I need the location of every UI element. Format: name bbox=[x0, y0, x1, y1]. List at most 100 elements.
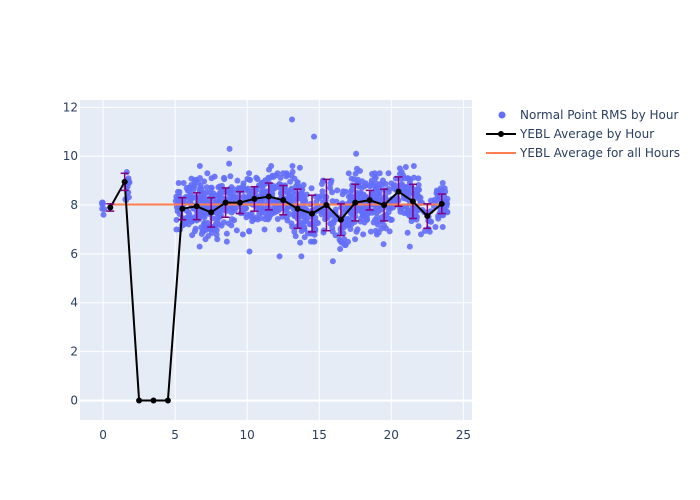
data-point bbox=[406, 243, 413, 250]
average-marker bbox=[251, 195, 258, 202]
data-point bbox=[367, 182, 374, 189]
y-tick-label: 12 bbox=[63, 100, 78, 114]
data-point bbox=[345, 170, 352, 177]
data-point bbox=[253, 174, 260, 181]
average-marker bbox=[337, 216, 344, 223]
data-point bbox=[296, 164, 303, 171]
data-point bbox=[376, 170, 383, 177]
data-point bbox=[241, 204, 248, 211]
legend-item-average[interactable]: YEBL Average by Hour bbox=[486, 127, 654, 141]
data-point bbox=[361, 207, 368, 214]
data-point bbox=[347, 188, 354, 195]
data-point bbox=[289, 168, 296, 175]
data-point bbox=[381, 187, 388, 194]
data-point bbox=[444, 195, 451, 202]
average-marker bbox=[222, 199, 229, 206]
data-point bbox=[415, 223, 422, 230]
average-marker bbox=[179, 205, 186, 212]
data-point bbox=[274, 170, 281, 177]
data-point bbox=[340, 188, 347, 195]
data-point bbox=[291, 228, 298, 235]
data-point bbox=[312, 226, 319, 233]
data-point bbox=[230, 186, 237, 193]
data-point bbox=[352, 236, 359, 243]
average-markers bbox=[107, 178, 445, 404]
data-point bbox=[233, 227, 240, 234]
data-point bbox=[211, 173, 218, 180]
average-marker bbox=[409, 198, 416, 205]
x-tick-label: 15 bbox=[312, 428, 327, 442]
average-marker bbox=[208, 209, 215, 216]
data-point bbox=[125, 194, 132, 201]
data-point bbox=[233, 204, 240, 211]
y-tick-label: 10 bbox=[63, 149, 78, 163]
data-point bbox=[201, 210, 208, 217]
data-point bbox=[302, 215, 309, 222]
data-point bbox=[385, 170, 392, 177]
data-point bbox=[360, 191, 367, 198]
data-point bbox=[397, 205, 404, 212]
y-axis-ticks: 0 2 4 6 8 10 12 bbox=[63, 100, 78, 407]
x-tick-label: 0 bbox=[99, 428, 107, 442]
data-point bbox=[231, 196, 238, 203]
data-point bbox=[221, 176, 228, 183]
data-point bbox=[297, 239, 304, 246]
data-point bbox=[172, 198, 179, 205]
data-point bbox=[327, 184, 334, 191]
y-tick-label: 4 bbox=[70, 296, 78, 310]
data-point bbox=[265, 216, 272, 223]
average-marker bbox=[193, 203, 200, 210]
data-point bbox=[367, 228, 374, 235]
data-point bbox=[296, 219, 303, 226]
data-point bbox=[374, 214, 381, 221]
data-point bbox=[248, 213, 255, 220]
average-marker bbox=[381, 202, 388, 209]
data-point bbox=[291, 175, 298, 182]
data-point bbox=[403, 185, 410, 192]
data-point bbox=[283, 170, 290, 177]
data-point bbox=[364, 216, 371, 223]
data-point bbox=[415, 175, 422, 182]
data-point bbox=[353, 150, 360, 157]
legend-item-points[interactable]: Normal Point RMS by Hour bbox=[498, 108, 679, 122]
data-point bbox=[354, 176, 361, 183]
data-point bbox=[405, 208, 412, 215]
data-point bbox=[311, 231, 318, 238]
data-point bbox=[268, 197, 275, 204]
average-marker bbox=[309, 210, 316, 217]
average-marker bbox=[395, 188, 402, 195]
average-marker bbox=[107, 204, 114, 211]
data-point bbox=[380, 241, 387, 248]
data-point bbox=[274, 216, 281, 223]
data-point bbox=[407, 176, 414, 183]
data-point bbox=[266, 166, 273, 173]
data-point bbox=[426, 228, 433, 235]
data-point bbox=[362, 180, 369, 187]
data-point bbox=[99, 201, 106, 208]
data-point bbox=[439, 180, 446, 187]
data-point bbox=[348, 175, 355, 182]
data-point bbox=[338, 239, 345, 246]
data-point bbox=[337, 246, 344, 253]
data-point bbox=[126, 179, 133, 186]
legend-label-overall: YEBL Average for all Hours bbox=[519, 146, 680, 160]
legend-label-points: Normal Point RMS by Hour bbox=[520, 108, 678, 122]
x-tick-label: 10 bbox=[240, 428, 255, 442]
data-point bbox=[404, 229, 411, 236]
data-point bbox=[260, 189, 267, 196]
data-point bbox=[349, 182, 356, 189]
data-point bbox=[435, 196, 442, 203]
data-point bbox=[402, 164, 409, 171]
data-point bbox=[313, 198, 320, 205]
data-point bbox=[332, 206, 339, 213]
data-point bbox=[246, 228, 253, 235]
data-point bbox=[246, 248, 253, 255]
data-point bbox=[311, 238, 318, 245]
data-point bbox=[332, 232, 339, 239]
y-tick-label: 8 bbox=[70, 198, 78, 212]
data-point bbox=[368, 177, 375, 184]
data-point bbox=[175, 180, 182, 187]
data-point bbox=[203, 184, 210, 191]
legend-item-overall[interactable]: YEBL Average for all Hours bbox=[486, 146, 680, 160]
